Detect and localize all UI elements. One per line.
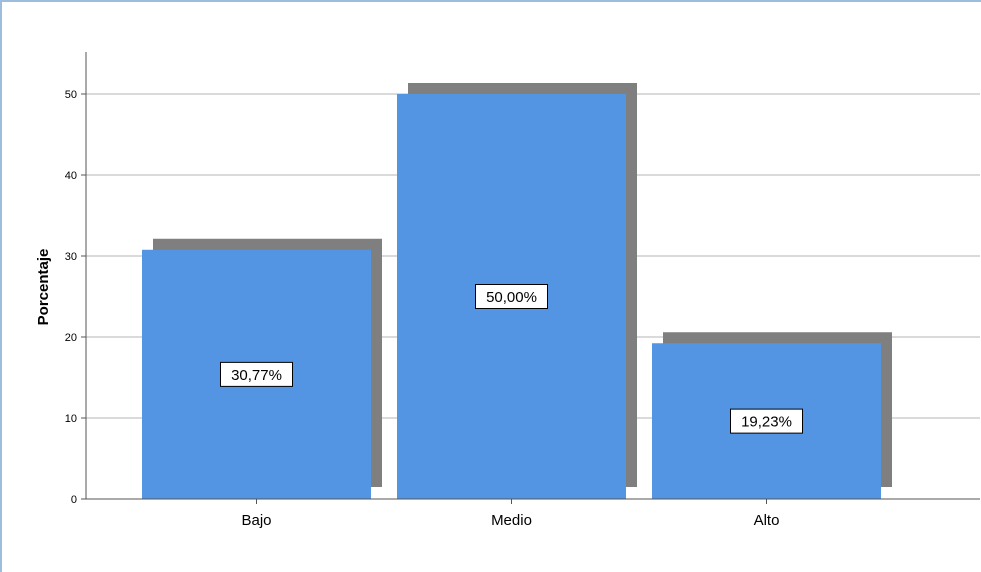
data-label-text: 30,77% — [231, 367, 282, 384]
data-label-text: 19,23% — [741, 414, 792, 431]
axes: 0 10 20 30 40 50 Bajo Medio Alto — [65, 52, 980, 529]
bars — [142, 94, 881, 499]
y-tick-label: 30 — [65, 251, 77, 263]
data-label-box — [220, 361, 293, 387]
y-tick-label: 50 — [65, 89, 77, 101]
y-tick-label: 0 — [71, 494, 77, 506]
y-tick-label: 40 — [65, 170, 77, 182]
data-label-box — [730, 408, 803, 434]
data-label-text: 50,00% — [486, 289, 537, 306]
x-tick-label: Bajo — [241, 512, 271, 529]
x-tick-label: Alto — [754, 512, 780, 529]
data-label: 30,77% — [220, 361, 293, 387]
data-label-box — [475, 284, 548, 309]
y-axis-title: Porcentaje — [35, 249, 52, 326]
data-labels: 30,77% 50,00% 19,23% — [220, 284, 803, 434]
data-label: 19,23% — [730, 408, 803, 434]
data-label: 50,00% — [475, 284, 548, 309]
x-tick-label: Medio — [491, 512, 532, 529]
y-tick-label: 10 — [65, 413, 77, 425]
y-tick-label: 20 — [65, 332, 77, 344]
